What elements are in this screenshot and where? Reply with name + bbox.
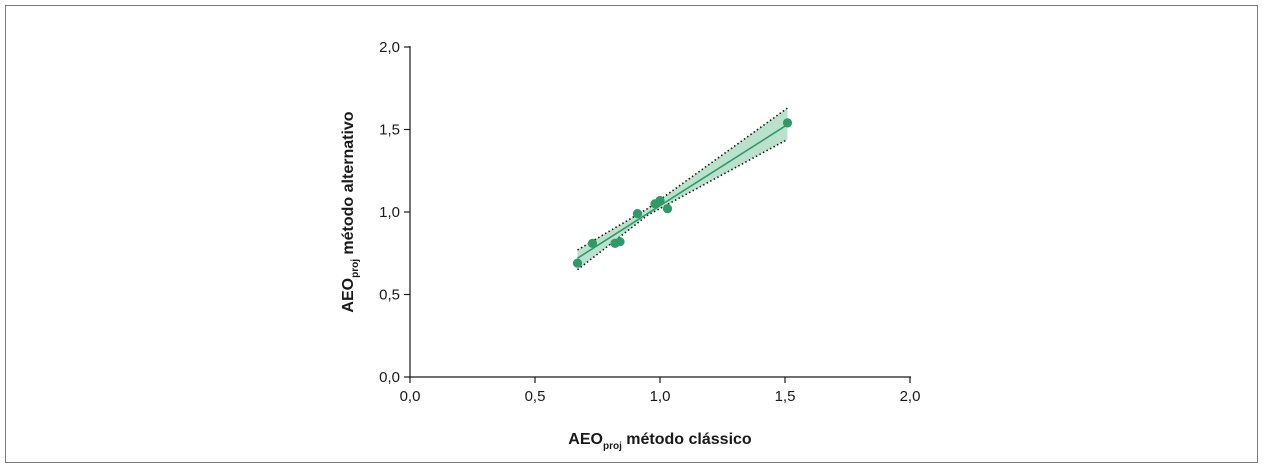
y-tick-label: 1,0 — [379, 204, 400, 221]
axes-layer: 0,0 0,5 1,0 1,5 2,0 0,0 0,5 1,0 1,5 2,0 — [379, 39, 920, 405]
y-tick-label: 0,5 — [379, 287, 400, 304]
x-tick-label: 1,5 — [775, 388, 796, 405]
data-point — [632, 209, 643, 219]
regression-line — [577, 123, 788, 259]
data-point — [782, 118, 793, 128]
y-axis-title: AEOproj método alternativo — [340, 111, 361, 312]
data-point — [587, 238, 598, 248]
x-tick-label: 2,0 — [900, 388, 921, 405]
data-points-layer — [572, 118, 793, 268]
data-point — [615, 237, 625, 247]
y-tick-label: 1,5 — [379, 122, 400, 139]
y-tick-label: 2,0 — [379, 39, 400, 56]
confidence-band-upper — [577, 107, 788, 251]
y-axis-title-main: AEO — [340, 278, 357, 313]
data-point — [572, 258, 583, 268]
y-axis-title-subscript: proj — [350, 259, 361, 278]
x-tick-label: 1,0 — [650, 388, 671, 405]
x-axis-title: AEOproj método clássico — [568, 431, 752, 452]
confidence-band-fill — [577, 108, 788, 270]
chart-frame — [5, 5, 1258, 463]
x-tick-label: 0,5 — [525, 388, 546, 405]
confidence-band-lower — [577, 138, 788, 271]
regression-line-layer — [577, 123, 788, 259]
x-tick-label: 0,0 — [400, 388, 421, 405]
data-point — [662, 204, 673, 214]
data-point — [655, 195, 665, 206]
y-axis-title-rest: método alternativo — [340, 111, 357, 259]
x-axis-title-rest: método clássico — [622, 431, 752, 448]
confidence-band-layer — [577, 107, 788, 271]
y-tick-label: 0,0 — [379, 369, 400, 386]
x-axis-title-subscript: proj — [603, 441, 622, 452]
x-axis-title-main: AEO — [568, 431, 603, 448]
